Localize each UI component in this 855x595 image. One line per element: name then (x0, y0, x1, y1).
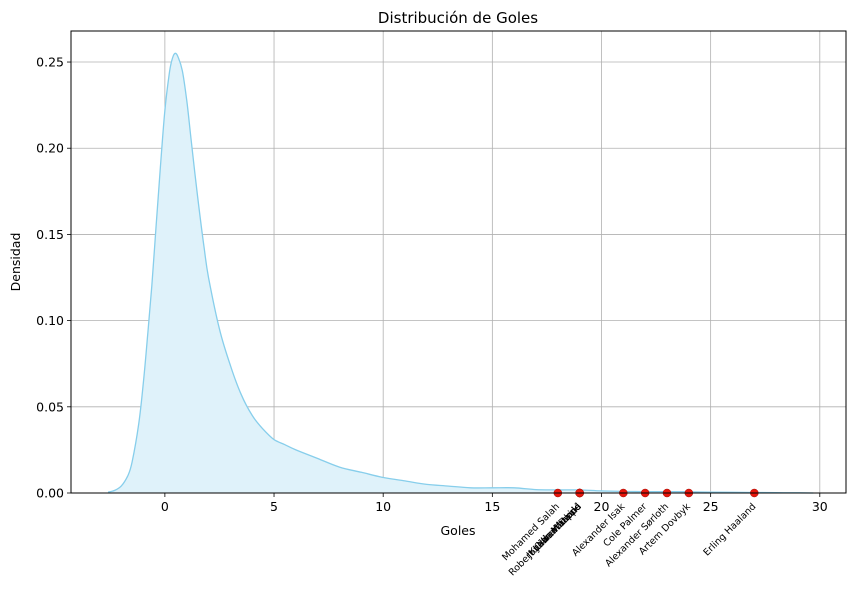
y-tick-label: 0.00 (36, 486, 64, 501)
x-tick-label: 25 (703, 499, 719, 514)
x-tick-label: 10 (375, 499, 391, 514)
y-tick-label: 0.10 (36, 313, 64, 328)
density-fill (108, 53, 814, 494)
x-tick-label: 20 (594, 499, 610, 514)
x-tick-label: 5 (270, 499, 278, 514)
y-tick-label: 0.05 (36, 399, 64, 414)
x-tick-label: 15 (484, 499, 500, 514)
x-axis-ticks: 0 5 10 15 20 25 30 (161, 493, 828, 514)
plot-frame (70, 30, 847, 494)
y-axis-ticks: 0.00 0.05 0.10 0.15 0.20 0.25 (36, 55, 71, 501)
x-axis-label: Goles (440, 523, 475, 538)
density-area (107, 52, 814, 494)
chart-title: Distribución de Goles (378, 9, 538, 27)
y-axis-label: Densidad (8, 233, 23, 292)
y-tick-label: 0.15 (36, 227, 64, 242)
x-tick-label: 30 (812, 499, 828, 514)
y-tick-label: 0.25 (36, 55, 64, 70)
y-tick-label: 0.20 (36, 141, 64, 156)
x-tick-label: 0 (161, 499, 169, 514)
